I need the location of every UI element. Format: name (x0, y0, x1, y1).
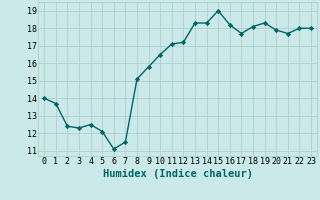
X-axis label: Humidex (Indice chaleur): Humidex (Indice chaleur) (103, 169, 252, 179)
